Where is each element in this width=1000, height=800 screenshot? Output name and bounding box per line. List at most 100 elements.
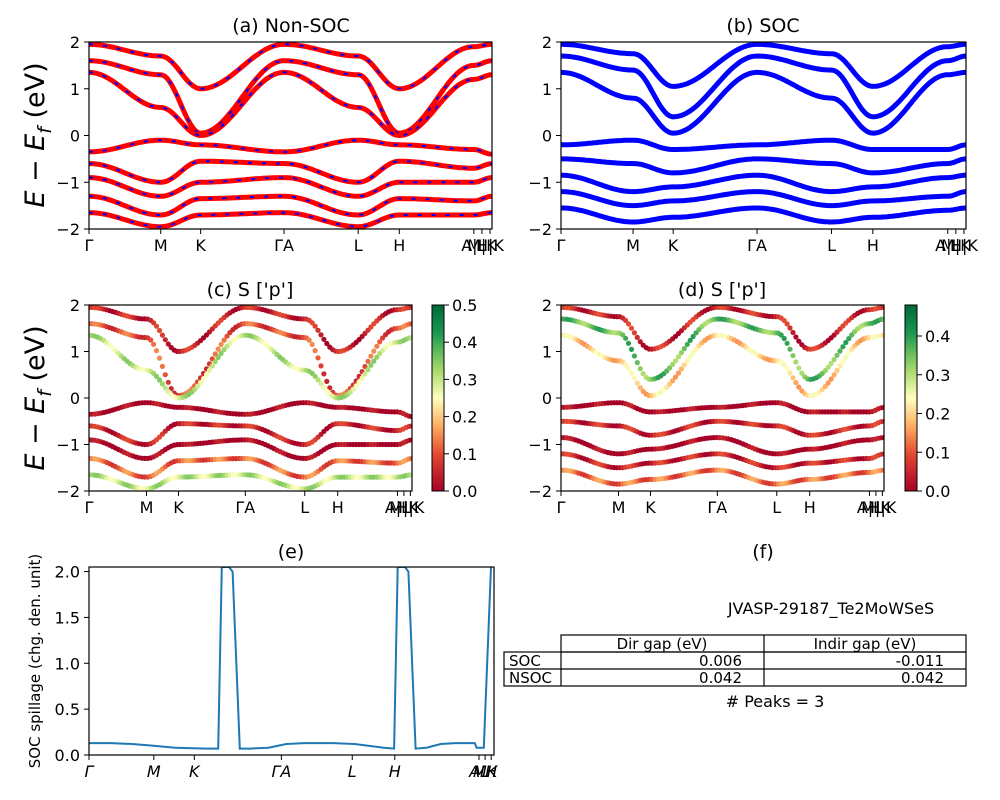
panel-c-xtick-label: M|K bbox=[389, 498, 419, 517]
band-point bbox=[380, 335, 386, 341]
panel-a-ylabel-sub: f bbox=[34, 124, 56, 134]
material-id: JVASP-29187_Te2MoWSeS bbox=[727, 599, 934, 619]
panel-c-ytick-label: 2 bbox=[70, 296, 80, 315]
band-point bbox=[687, 337, 693, 343]
panel-c-xtick-label: H|K bbox=[396, 498, 424, 517]
band-line bbox=[561, 137, 966, 152]
band-point bbox=[834, 367, 840, 374]
band-point bbox=[156, 377, 163, 383]
panel-d-xtick-label: L bbox=[772, 498, 781, 517]
panel-a-xtick-label: H|K bbox=[476, 236, 504, 255]
band-point bbox=[828, 360, 834, 367]
band-point bbox=[672, 374, 679, 380]
panel-d-cbar-tick-label: 0.4 bbox=[925, 327, 950, 346]
panel-e-ytick-label: 0.5 bbox=[55, 700, 80, 719]
band-point bbox=[206, 367, 212, 373]
band-point bbox=[324, 340, 330, 347]
band-point bbox=[153, 373, 160, 379]
panel-a-ytick-label: 0 bbox=[70, 127, 80, 146]
table-header-dir-gap: Dir gap (eV) bbox=[617, 635, 708, 653]
band-point bbox=[321, 336, 327, 342]
band-point bbox=[159, 332, 165, 338]
band-point bbox=[831, 356, 837, 363]
panel-c-xtick-label: L bbox=[300, 498, 309, 517]
panel-b-title: (b) SOC bbox=[726, 15, 799, 37]
band-point bbox=[356, 379, 362, 385]
band-line-dash bbox=[89, 59, 492, 135]
band-line-dash bbox=[89, 160, 492, 184]
band-point bbox=[670, 378, 676, 384]
band-point bbox=[165, 341, 171, 347]
band-point bbox=[162, 372, 168, 378]
band-point bbox=[828, 376, 834, 382]
panel-c-colorbar bbox=[431, 304, 445, 492]
band-point bbox=[681, 346, 687, 352]
band-point bbox=[784, 366, 790, 372]
band-point bbox=[359, 375, 365, 381]
band-point bbox=[625, 340, 632, 346]
panel-d-xtick-label: H|K bbox=[868, 498, 896, 517]
panel-a-xtick-label: ΓA bbox=[274, 236, 294, 255]
band-line bbox=[561, 156, 966, 176]
band-point bbox=[156, 327, 163, 334]
panel-a-ytick-label: −1 bbox=[56, 173, 80, 192]
panel-a-plot: 2 1 0 −1 −2 Γ M K ΓA L H A|LM|KH|K bbox=[56, 33, 504, 255]
panel-c-cbar-tick-label: 0.0 bbox=[452, 482, 477, 501]
band-point bbox=[881, 451, 884, 457]
band-point bbox=[640, 371, 646, 377]
band-point bbox=[215, 346, 221, 352]
panel-a-xtick-label: M|K bbox=[467, 236, 497, 255]
band-point bbox=[637, 366, 643, 372]
band-point bbox=[409, 305, 412, 310]
panel-a-ylabel-main: E − E bbox=[20, 134, 51, 208]
band-point bbox=[148, 337, 154, 343]
panel-c-ytick-label: −2 bbox=[56, 482, 80, 501]
band-line bbox=[89, 69, 492, 139]
band-point bbox=[667, 381, 673, 387]
panel-c-plot: 2 1 0 −1 −2 Γ M K ΓA L H A|LM|KH|K bbox=[56, 296, 424, 517]
panel-d-xtick-label: M bbox=[612, 498, 626, 517]
band-point bbox=[881, 332, 884, 338]
panel-c-xtick-label: M bbox=[140, 498, 154, 517]
band-point bbox=[623, 362, 629, 368]
panel-a-ytick-label: 2 bbox=[70, 33, 80, 52]
band-point bbox=[368, 362, 374, 368]
panel-d-points bbox=[561, 305, 884, 487]
band-point bbox=[409, 423, 412, 429]
band-line bbox=[561, 42, 966, 89]
band-point bbox=[153, 323, 160, 329]
band-point bbox=[670, 361, 676, 368]
panel-d-xtick-label: K bbox=[645, 498, 656, 517]
band-point bbox=[203, 372, 210, 378]
panel-d-plot: 2 1 0 −1 −2 Γ M K ΓA L H A|LM|KH|K bbox=[528, 296, 896, 517]
band-point bbox=[784, 321, 790, 327]
band-point bbox=[312, 348, 318, 354]
band-point bbox=[153, 348, 160, 354]
band-point bbox=[787, 370, 793, 376]
band-line bbox=[561, 172, 966, 195]
panel-a-xtick-label: K bbox=[195, 236, 206, 255]
band-point bbox=[324, 378, 330, 384]
band-point bbox=[634, 380, 640, 386]
band-point bbox=[318, 363, 324, 369]
band-point bbox=[796, 365, 802, 371]
table-row-soc-dir: 0.006 bbox=[699, 652, 742, 670]
panel-c-ytick-label: 1 bbox=[70, 343, 80, 362]
band-point bbox=[684, 341, 690, 347]
panel-b-plot: 2 1 0 −1 −2 Γ M K ΓA L H A|LM|KH|K bbox=[528, 33, 978, 255]
panel-a-xtick-label: A|L bbox=[461, 236, 486, 255]
band-point bbox=[628, 346, 635, 352]
panel-a-ylabel-unit: (eV) bbox=[20, 62, 51, 127]
band-line bbox=[89, 42, 492, 92]
panel-b-ytick-label: −2 bbox=[528, 220, 552, 239]
panel-c-colorbar-ticks: 0.5 0.4 0.3 0.2 0.1 0.0 bbox=[444, 296, 477, 501]
band-point bbox=[787, 346, 793, 352]
panel-c-cbar-tick-label: 0.4 bbox=[452, 333, 477, 352]
band-point bbox=[843, 354, 849, 360]
band-point bbox=[634, 334, 640, 340]
band-point bbox=[306, 337, 312, 343]
band-point bbox=[371, 348, 377, 354]
band-line-dash bbox=[89, 43, 492, 90]
panel-d-ytick-label: −2 bbox=[528, 482, 552, 501]
band-point bbox=[623, 317, 629, 323]
